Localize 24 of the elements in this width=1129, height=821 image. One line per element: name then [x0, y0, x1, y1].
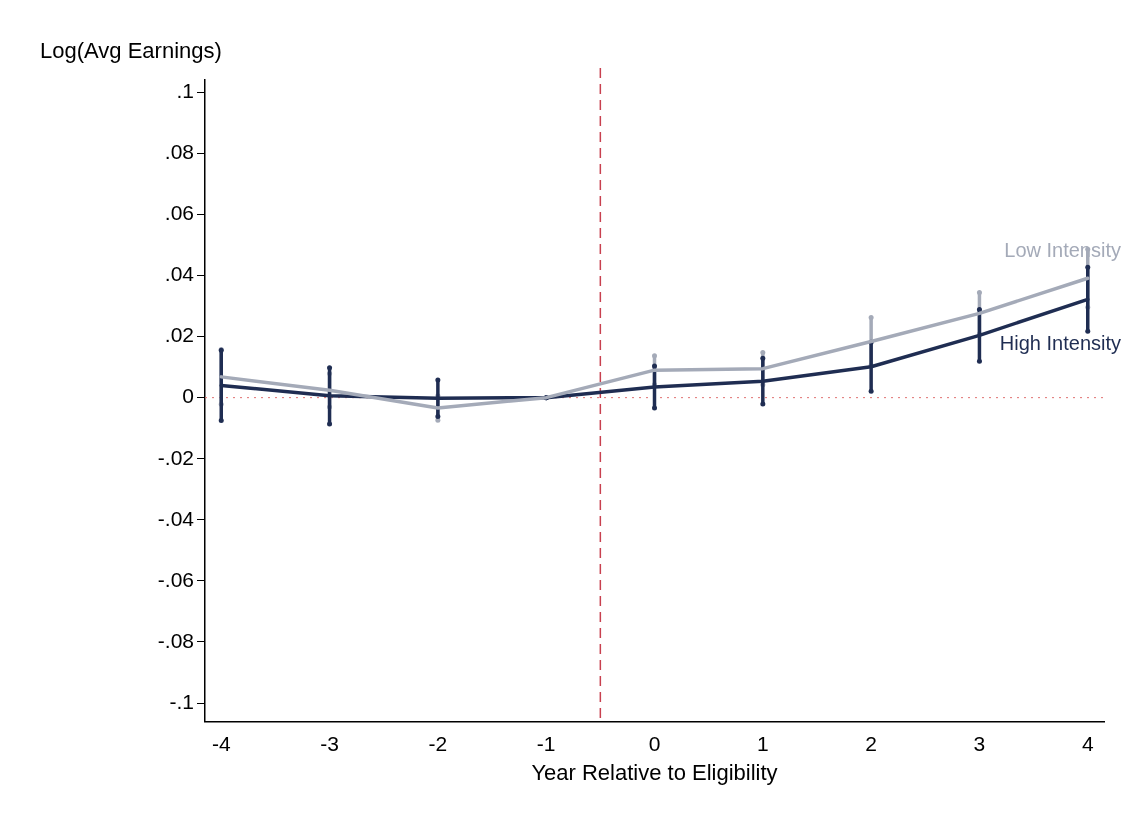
y-tick-label: -.04: [157, 506, 195, 530]
y-tick-label: .02: [164, 323, 194, 347]
y-tick-label: 0: [182, 384, 194, 408]
x-axis-title: Year Relative to Eligibility: [531, 759, 778, 785]
y-tick-label: -.08: [157, 628, 194, 652]
y-tick-label: -.02: [157, 445, 194, 469]
y-axis-title: Log(Avg Earnings): [40, 38, 222, 64]
x-tick-label: -3: [320, 731, 339, 755]
x-tick-label: -4: [211, 731, 231, 755]
x-tick-label: 4: [1081, 731, 1094, 755]
y-tick-label: .04: [164, 262, 195, 286]
x-tick-label: 0: [648, 731, 661, 755]
x-tick-label: 1: [756, 731, 769, 755]
x-tick-label: 3: [973, 731, 986, 755]
x-tick-label: 2: [865, 731, 877, 755]
series-label: Low Intensity: [1004, 238, 1121, 261]
y-tick-label: -.06: [157, 567, 194, 591]
x-tick-label: -2: [428, 731, 448, 755]
series-label: High Intensity: [999, 331, 1121, 354]
y-tick-label: .08: [164, 140, 194, 164]
y-tick-label: .06: [164, 201, 194, 225]
x-tick-label: -1: [536, 731, 556, 755]
y-tick-label: .1: [176, 79, 194, 103]
y-tick-label: -.1: [169, 689, 194, 713]
